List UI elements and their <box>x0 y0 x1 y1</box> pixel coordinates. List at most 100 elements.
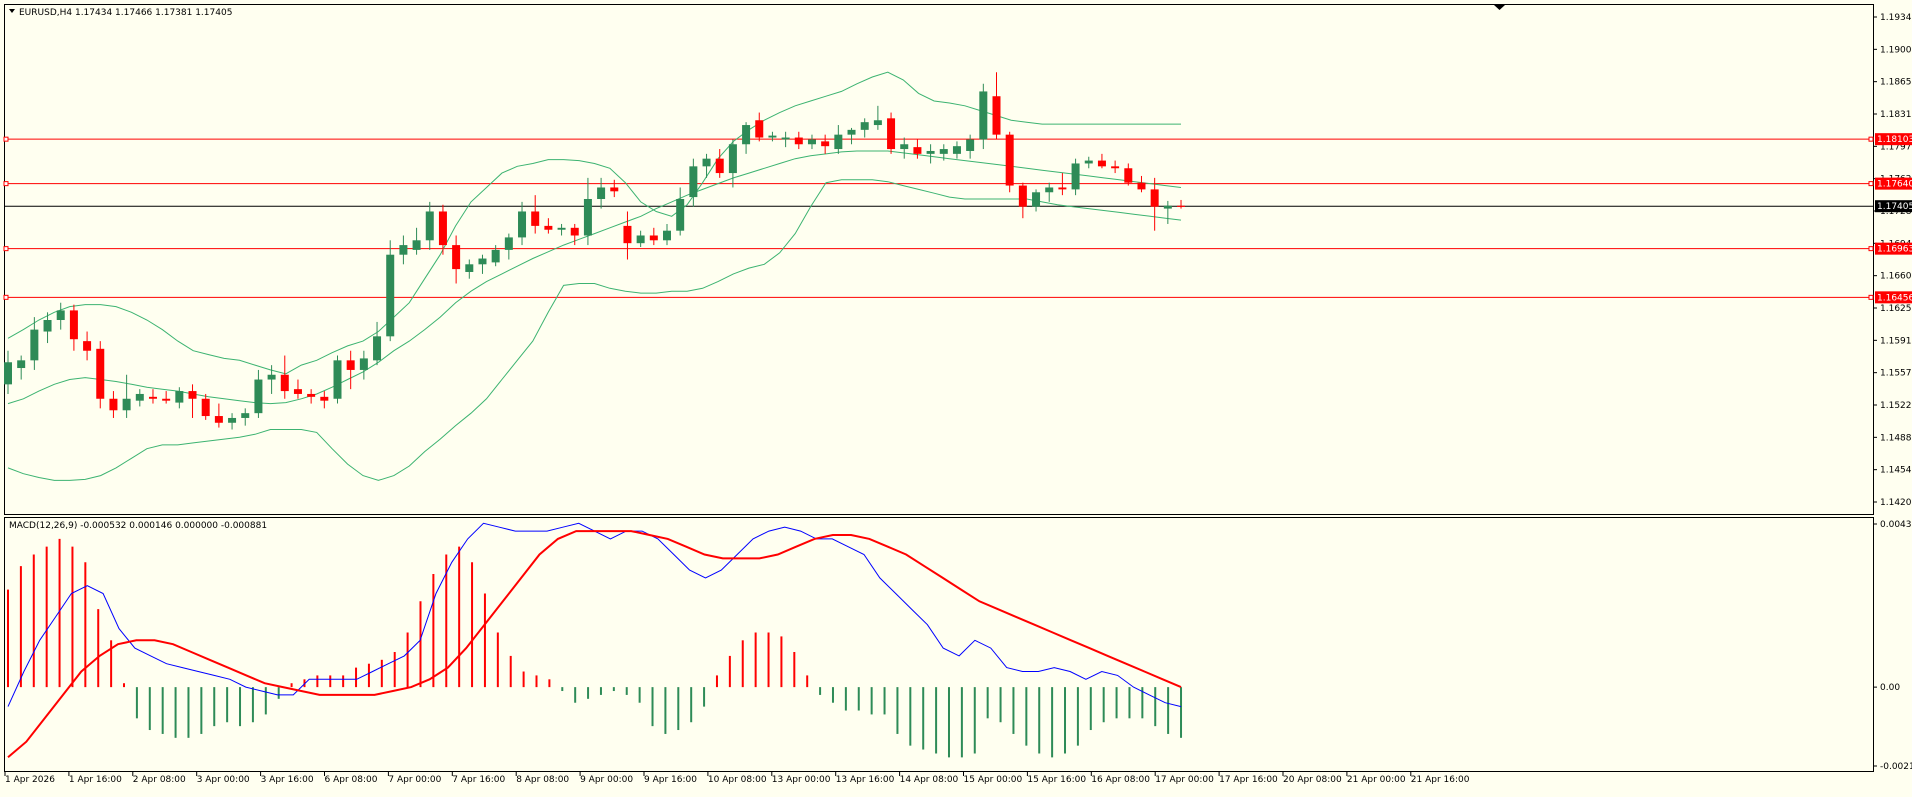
price-pane[interactable] <box>4 4 1874 515</box>
bull-candle-body <box>847 129 856 135</box>
bull-candle-body <box>663 230 671 241</box>
bollinger-lower-band <box>7 179 1182 481</box>
bull-candle-body <box>636 235 645 244</box>
bull-candle-body <box>228 417 237 423</box>
time-axis-label: 8 Apr 08:00 <box>516 775 569 785</box>
time-axis-label: 3 Apr 00:00 <box>197 775 250 785</box>
level-line-handle-icon[interactable] <box>3 181 9 187</box>
price-axis-label: 1.17970 <box>1880 142 1912 152</box>
level-line-handle-icon[interactable] <box>1868 294 1874 300</box>
macd-pane[interactable] <box>4 517 1874 772</box>
level-price-label <box>1875 242 1912 255</box>
bid-price-label <box>1875 200 1912 213</box>
bear-candle-body <box>201 398 210 417</box>
bear-candle-body <box>438 211 447 246</box>
bull-candle-body <box>807 139 816 145</box>
level-price-label <box>1875 177 1912 190</box>
price-axis-label: 1.14880 <box>1880 433 1912 443</box>
bull-candle-body <box>926 150 935 154</box>
bull-candle-body <box>768 135 777 138</box>
time-axis-label: 10 Apr 08:00 <box>708 775 767 785</box>
price-axis-label: 1.15570 <box>1880 369 1912 379</box>
bear-candle-body <box>452 245 461 270</box>
bull-candle-body <box>17 360 26 369</box>
bear-candle-body <box>1124 168 1133 183</box>
time-axis-label: 3 Apr 16:00 <box>261 775 314 785</box>
bear-candle-body <box>715 158 724 174</box>
bull-candle-body <box>952 146 961 154</box>
price-axis-label: 1.19000 <box>1880 45 1912 55</box>
time-axis-label: 14 Apr 08:00 <box>900 775 959 785</box>
bull-candle-body <box>1032 192 1041 207</box>
bull-candle-body <box>873 120 882 126</box>
bull-candle-body <box>518 211 527 238</box>
bear-candle-body <box>1111 166 1120 169</box>
level-price-label-text: 1.16456 <box>1877 293 1912 303</box>
bollinger-middle-band <box>7 150 1182 405</box>
bull-candle-body <box>241 413 250 418</box>
level-line-handle-icon[interactable] <box>3 136 9 142</box>
bear-candle-body <box>162 398 171 401</box>
bull-candle-body <box>781 137 790 140</box>
bear-candle-body <box>280 374 289 392</box>
bear-candle-body <box>1097 160 1106 167</box>
level-line-handle-icon[interactable] <box>1868 246 1874 252</box>
bear-candle-body <box>346 360 355 370</box>
bull-candle-body <box>425 211 434 241</box>
bull-candle-body <box>742 125 751 145</box>
bear-candle-body <box>649 235 658 241</box>
collapse-triangle-icon[interactable] <box>9 9 15 13</box>
bear-candle-body <box>544 225 553 230</box>
bid-price-label-text: 1.17405 <box>1877 202 1912 212</box>
level-price-label-text: 1.17640 <box>1877 180 1912 190</box>
price-axis-label: 1.16250 <box>1880 304 1912 314</box>
bull-candle-body <box>702 158 711 167</box>
level-price-label <box>1875 133 1912 146</box>
price-layer <box>3 71 1874 481</box>
bull-candle-body <box>900 144 909 150</box>
bear-candle-body <box>887 118 896 150</box>
bear-candle-body <box>1018 185 1027 207</box>
price-axis-label: 1.15910 <box>1880 336 1912 346</box>
time-axis-label: 13 Apr 16:00 <box>836 775 895 785</box>
bear-candle-body <box>320 396 329 401</box>
price-axis-label: 1.18650 <box>1880 78 1912 88</box>
price-axis-label: 1.18310 <box>1880 110 1912 120</box>
bear-candle-body <box>570 227 579 236</box>
bull-candle-body <box>557 227 566 230</box>
price-axis-label: 1.19340 <box>1880 13 1912 23</box>
bear-candle-body <box>69 310 78 340</box>
bear-candle-body <box>755 120 764 138</box>
time-axis-label: 9 Apr 00:00 <box>580 775 633 785</box>
bull-candle-body <box>478 258 487 265</box>
bear-candle-body <box>1005 134 1014 186</box>
bull-candle-body <box>834 134 843 150</box>
bull-candle-body <box>386 254 395 337</box>
bull-candle-body <box>412 240 421 250</box>
bear-candle-body <box>1058 187 1067 190</box>
bull-candle-body <box>267 374 276 380</box>
macd-header: MACD(12,26,9) -0.000532 0.000146 0.00000… <box>9 521 267 531</box>
bull-candle-body <box>1071 163 1080 190</box>
bull-candle-body <box>465 264 474 272</box>
axis-layer: 1.19340 1.19000 1.18650 1.18310 1.17970 1.176… <box>4 13 1912 785</box>
macd-axis-label: 0.004335 <box>1880 520 1912 530</box>
time-axis-label: 13 Apr 00:00 <box>772 775 831 785</box>
bull-candle-body <box>689 166 698 198</box>
bull-candle-body <box>175 391 184 403</box>
level-line-handle-icon[interactable] <box>3 294 9 300</box>
chart-shift-marker-icon[interactable] <box>1494 5 1505 10</box>
level-line-handle-icon[interactable] <box>1868 136 1874 142</box>
time-axis-label: 9 Apr 16:00 <box>644 775 697 785</box>
bull-candle-body <box>30 329 39 361</box>
bull-candle-body <box>1084 160 1093 164</box>
level-line-handle-icon[interactable] <box>1868 181 1874 187</box>
price-axis-label: 1.15220 <box>1880 401 1912 411</box>
bull-candle-body <box>728 144 737 174</box>
time-axis-label: 20 Apr 08:00 <box>1283 775 1342 785</box>
level-line-handle-icon[interactable] <box>3 246 9 252</box>
bear-candle-body <box>307 393 316 397</box>
bear-candle-body <box>293 389 302 394</box>
